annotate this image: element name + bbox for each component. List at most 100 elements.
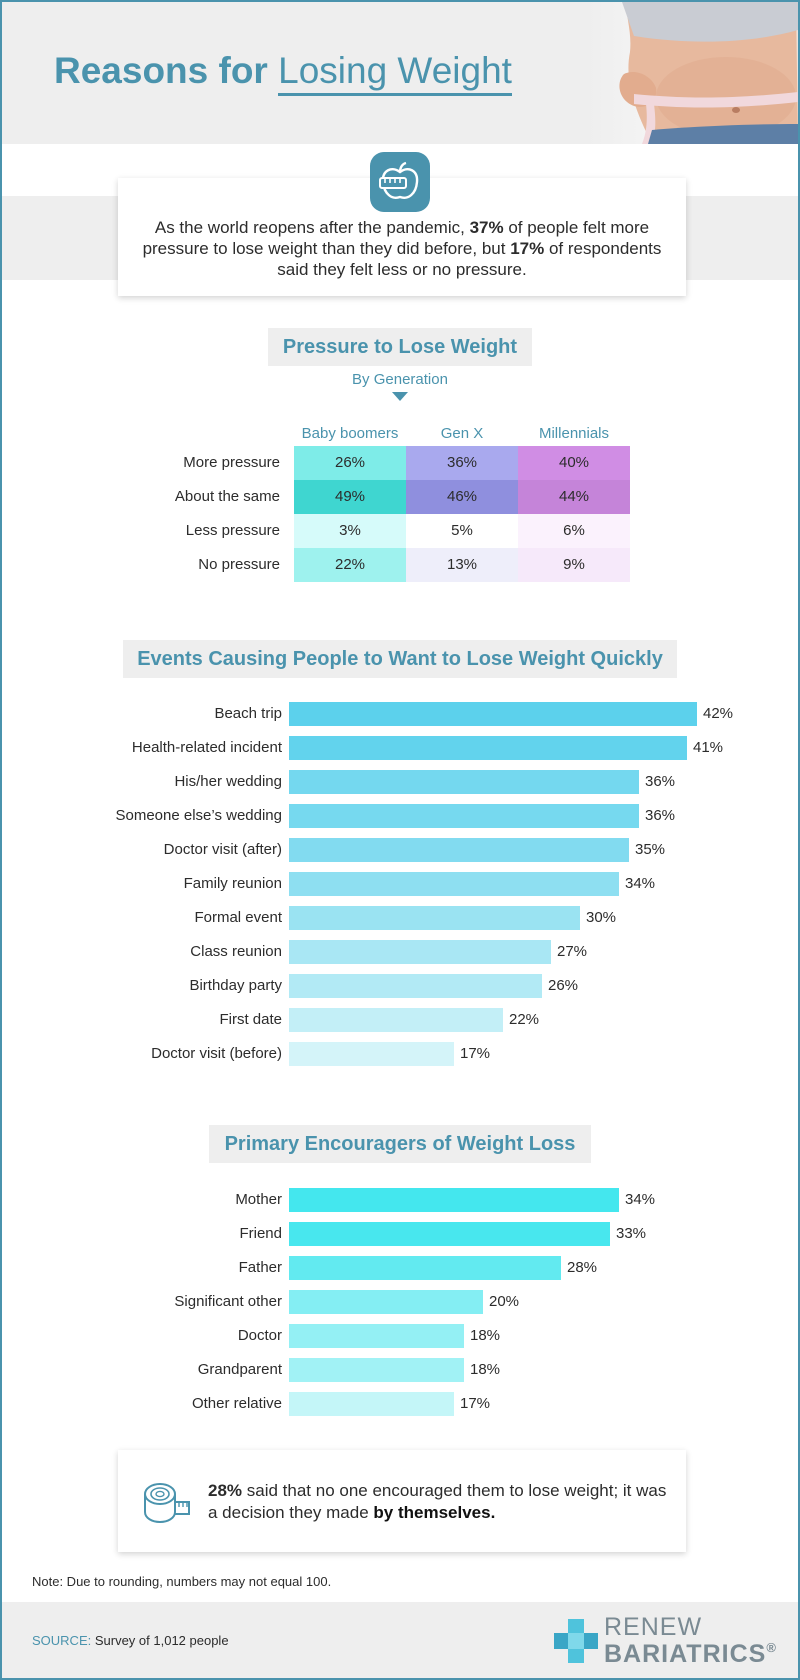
note-bold: 28% [208, 1481, 243, 1500]
events-bar [289, 736, 687, 760]
intro-bold-1: 37% [469, 218, 504, 237]
events-bar-value: 35% [635, 841, 666, 858]
encouragers-bar-label: Doctor [237, 1327, 282, 1344]
table-cell: 9% [518, 548, 630, 582]
encouragers-bar [289, 1358, 464, 1382]
events-bar [289, 838, 629, 862]
events-bar-value: 30% [586, 909, 617, 926]
events-bar-label: Formal event [194, 909, 282, 926]
encouragers-bar [289, 1188, 619, 1212]
encouragers-bar-label: Grandparent [197, 1361, 282, 1378]
encouragers-bar-value: 34% [625, 1191, 656, 1208]
logo-line-1: RENEW [604, 1613, 703, 1641]
events-bar-label: First date [219, 1011, 282, 1028]
intro-bold-2: 17% [510, 239, 545, 258]
pressure-table-title: Pressure to Lose Weight [268, 328, 532, 366]
events-bar-value: 26% [548, 977, 579, 994]
encouragers-bar-label: Mother [235, 1191, 282, 1208]
apple-measuring-tape-icon [370, 152, 430, 212]
events-bar [289, 872, 619, 896]
table-cell: 3% [294, 514, 406, 548]
logo-line-2: BARIATRICS® [604, 1640, 777, 1669]
encouragers-bar-label: Father [238, 1259, 282, 1276]
events-bar-value: 36% [645, 773, 676, 790]
source-text: Survey of 1,012 people [91, 1633, 229, 1648]
events-bar [289, 906, 580, 930]
events-bar-value: 41% [693, 739, 724, 756]
footnote: Note: Due to rounding, numbers may not e… [32, 1574, 332, 1589]
events-bar [289, 702, 697, 726]
encouragers-bar [289, 1290, 483, 1314]
footer [2, 1602, 798, 1678]
encouragers-bar [289, 1222, 610, 1246]
events-bar-label: Beach trip [214, 705, 282, 722]
note-text-1: said that no one encouraged them to lose… [208, 1481, 667, 1522]
logo-line-2-text: BARIATRICS [604, 1640, 767, 1668]
events-bar-label: Doctor visit (after) [163, 841, 282, 858]
table-cell: 22% [294, 548, 406, 582]
table-row-label: More pressure [183, 454, 280, 471]
encouragers-bar-value: 28% [567, 1259, 598, 1276]
intro-text-3: of respondents said they felt less or no… [277, 239, 662, 279]
encouragers-bar-value: 18% [470, 1361, 501, 1378]
table-cell: 44% [518, 480, 630, 514]
table-cell: 5% [406, 514, 518, 548]
chevron-down-icon [392, 392, 408, 401]
table-cell: 36% [406, 446, 518, 480]
note-box [118, 1450, 686, 1552]
events-bar-label: Class reunion [190, 943, 282, 960]
title-part-2: Losing Weight [278, 50, 512, 96]
events-bar-label: Someone else’s wedding [115, 807, 282, 824]
table-column-header: Gen X [440, 425, 484, 442]
table-row-label: No pressure [198, 556, 280, 573]
header: Reasons for Losing Weight [2, 2, 798, 144]
table-cell: 6% [518, 514, 630, 548]
intro-text-1: As the world reopens after the pandemic, [154, 218, 470, 237]
encouragers-bar-value: 33% [616, 1225, 647, 1242]
events-bar [289, 974, 542, 998]
header-photo [586, 2, 798, 144]
table-cell: 40% [518, 446, 630, 480]
encouragers-bar-value: 17% [460, 1395, 491, 1412]
note-text: 28% said that no one encouraged them to … [208, 1480, 668, 1524]
events-bar [289, 1042, 454, 1066]
source: SOURCE: Survey of 1,012 people [32, 1633, 229, 1648]
table-column-header: Millennials [538, 425, 610, 442]
events-bar-label: Family reunion [183, 875, 282, 892]
logo-cross-icon [554, 1619, 598, 1663]
encouragers-bar-label: Other relative [191, 1395, 282, 1412]
encouragers-bar-value: 20% [489, 1293, 520, 1310]
events-bar-label: Birthday party [189, 977, 282, 994]
events-bar-label: His/her wedding [174, 773, 282, 790]
note-text-2: by themselves. [373, 1503, 496, 1522]
source-label: SOURCE: [32, 1633, 92, 1648]
events-bar [289, 940, 551, 964]
events-bar [289, 1008, 503, 1032]
pressure-table-subtitle: By Generation [352, 371, 448, 388]
events-bar-value: 42% [703, 705, 734, 722]
intro-text-2: of people felt more pressure to lose wei… [142, 218, 650, 258]
logo-registered-mark: ® [766, 1640, 777, 1655]
table-cell: 26% [294, 446, 406, 480]
title-part-1: Reasons for [54, 50, 279, 91]
encouragers-chart-title: Primary Encouragers of Weight Loss [209, 1125, 591, 1163]
events-bar-value: 34% [625, 875, 656, 892]
intro-text: As the world reopens after the pandemic,… [138, 217, 666, 280]
events-bar-value: 17% [460, 1045, 491, 1062]
events-bar [289, 770, 639, 794]
events-bar-value: 22% [509, 1011, 540, 1028]
encouragers-bar [289, 1392, 454, 1416]
encouragers-bar-label: Significant other [174, 1293, 282, 1310]
renew-bariatrics-logo: RENEW BARIATRICS® [552, 1613, 778, 1669]
events-bar-value: 36% [645, 807, 676, 824]
encouragers-bar-label: Friend [239, 1225, 282, 1242]
encouragers-bar [289, 1324, 464, 1348]
events-bar [289, 804, 639, 828]
events-bar-value: 27% [557, 943, 588, 960]
measuring-tape-icon [142, 1480, 192, 1526]
encouragers-bar-value: 18% [470, 1327, 501, 1344]
events-chart-title: Events Causing People to Want to Lose We… [123, 640, 677, 678]
table-cell: 49% [294, 480, 406, 514]
table-row-label: Less pressure [185, 522, 280, 539]
